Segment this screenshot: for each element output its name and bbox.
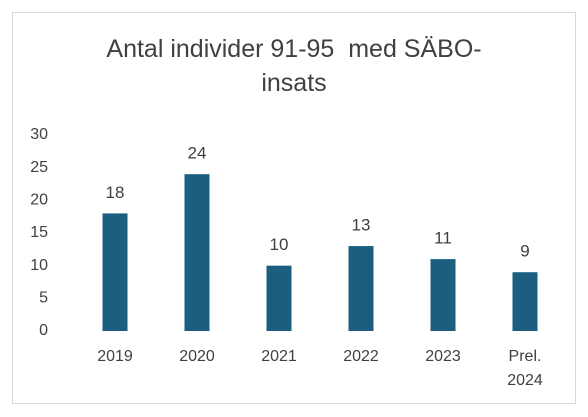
- bar: [348, 246, 374, 331]
- bar: [266, 265, 292, 331]
- y-tick-label: 10: [30, 257, 48, 274]
- bar: [430, 259, 456, 331]
- x-tick-label: 2022: [343, 348, 379, 365]
- data-label: 24: [188, 144, 207, 163]
- data-label: 11: [434, 229, 452, 248]
- chart-title: Antal individer 91-95 med SÄBO-insats: [106, 35, 482, 97]
- bar: [512, 272, 538, 331]
- y-tick-label: 0: [39, 322, 48, 339]
- x-tick-label: 2023: [425, 348, 461, 365]
- y-tick-label: 20: [30, 192, 48, 209]
- x-tick-label: 2020: [179, 348, 215, 365]
- y-tick-label: 25: [30, 159, 48, 176]
- data-label: 9: [520, 242, 529, 261]
- x-tick-label: 2019: [97, 348, 133, 365]
- data-label: 13: [352, 216, 371, 235]
- data-label: 18: [106, 183, 125, 202]
- x-tick-label: Prel. 2024: [507, 348, 543, 389]
- frame: [12, 12, 576, 404]
- bar: [102, 213, 128, 331]
- y-tick-label: 5: [39, 290, 48, 307]
- y-tick-label: 30: [30, 126, 48, 143]
- x-tick-label: 2021: [261, 348, 297, 365]
- y-tick-label: 15: [30, 224, 48, 241]
- data-label: 10: [270, 235, 289, 254]
- bar: [184, 174, 210, 331]
